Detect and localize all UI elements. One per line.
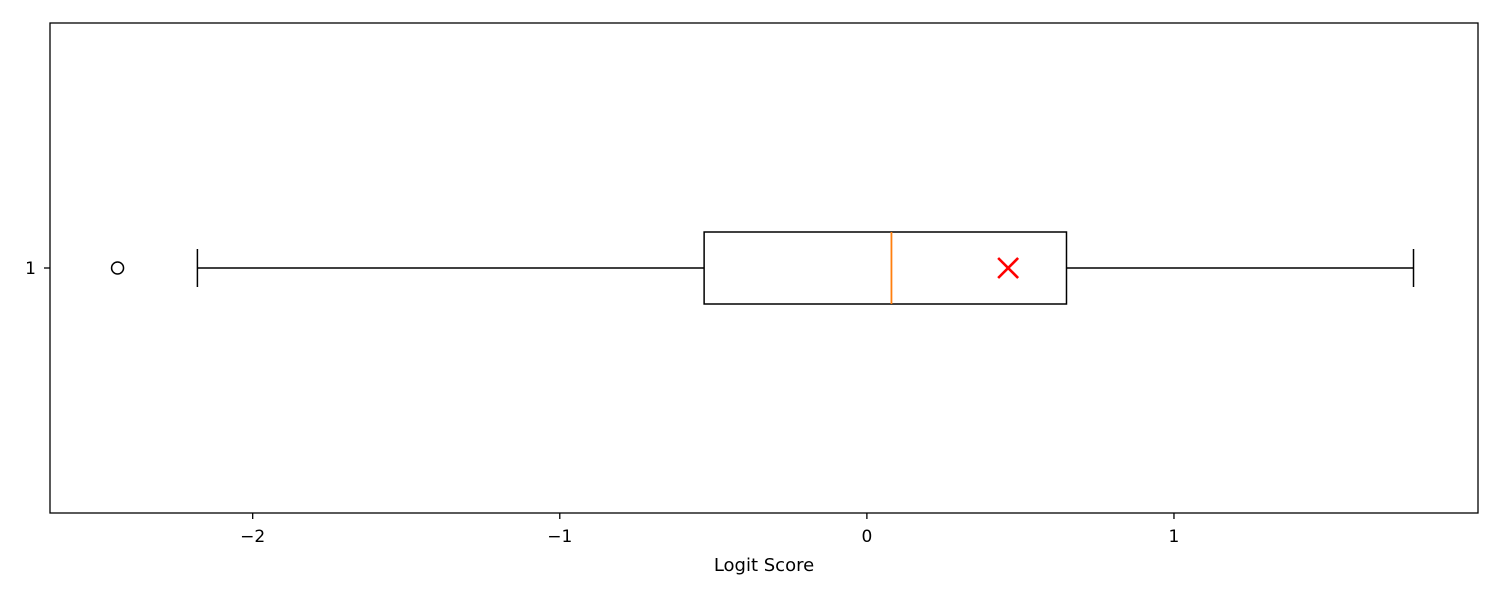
mean-marker-stroke: [997, 257, 1020, 279]
x-tick-label: −2: [240, 527, 265, 547]
outlier-point: [110, 261, 125, 275]
mean-marker: [997, 257, 1020, 279]
y-axis: 1: [25, 259, 50, 279]
x-tick-label: 1: [1169, 527, 1180, 547]
y-tick-label: 1: [25, 259, 36, 279]
x-axis-label: Logit Score: [714, 555, 814, 576]
x-tick-label: 0: [861, 527, 872, 547]
boxplot-marks: [110, 231, 1415, 305]
x-axis: −2 −1 0 1: [240, 513, 1179, 547]
box-iqr: [703, 231, 1068, 305]
x-tick-label: −1: [547, 527, 572, 547]
